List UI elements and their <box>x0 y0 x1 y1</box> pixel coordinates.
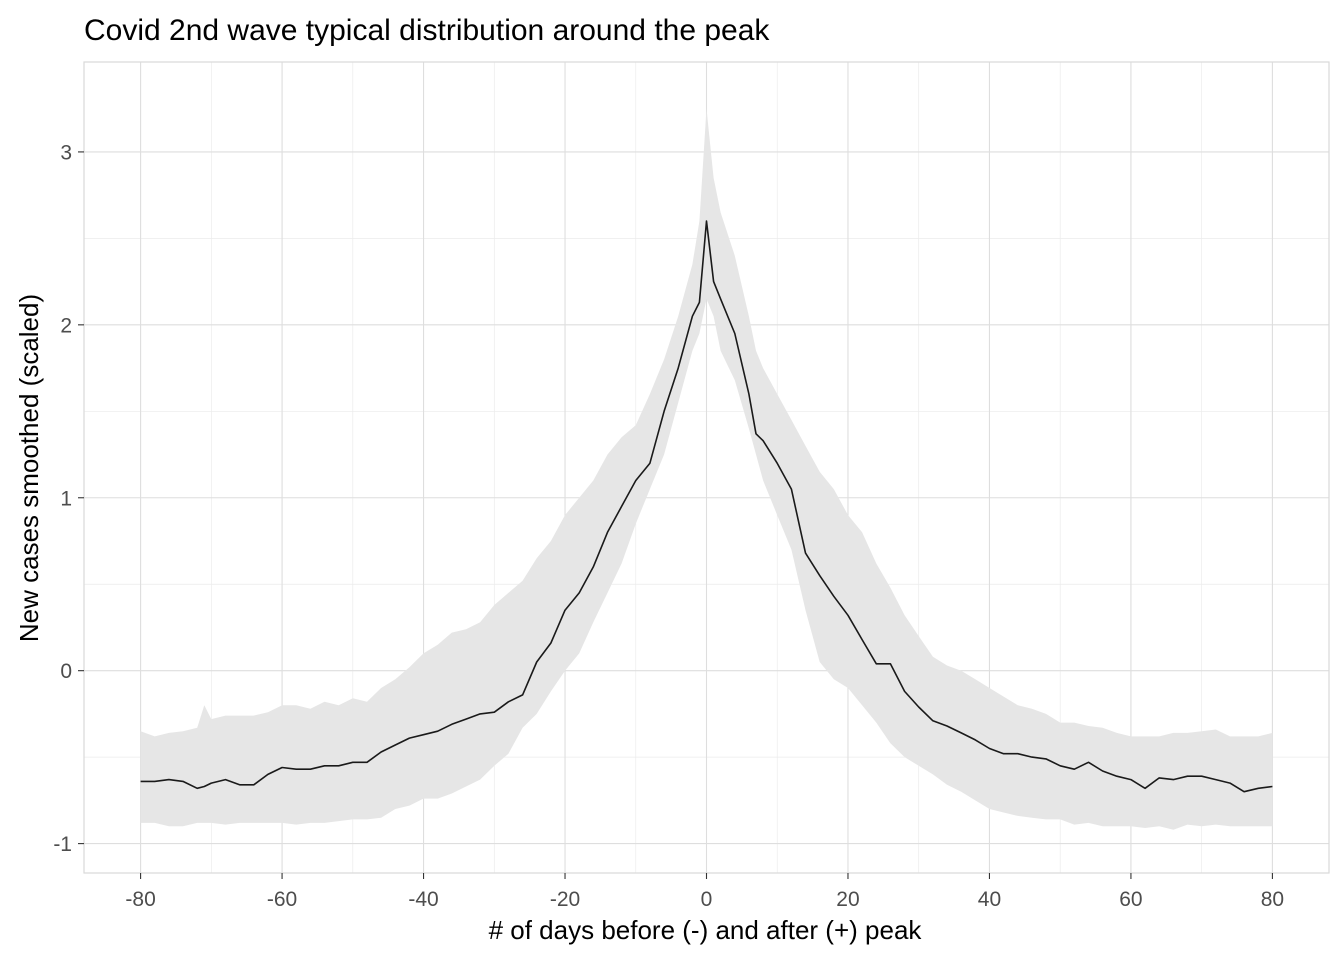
x-tick-label: -80 <box>125 888 155 911</box>
x-axis-title: # of days before (-) and after (+) peak <box>489 915 923 945</box>
x-tick-label: -20 <box>550 888 580 911</box>
x-tick-label: 80 <box>1261 888 1284 911</box>
x-axis: -80 -60 -40 -20 0 20 40 60 80 <box>125 873 1284 911</box>
confidence-band <box>140 108 1273 830</box>
x-tick-label: -60 <box>267 888 297 911</box>
x-tick-label: 0 <box>701 888 713 911</box>
y-tick-label: 1 <box>60 487 72 510</box>
x-tick-label: 20 <box>836 888 859 911</box>
plot-panel <box>83 61 1330 874</box>
x-tick-label: 60 <box>1119 888 1142 911</box>
y-tick-label: -1 <box>53 833 72 856</box>
y-axis-title: New cases smoothed (scaled) <box>14 294 44 642</box>
x-tick-label: 40 <box>978 888 1001 911</box>
x-tick-label: -40 <box>408 888 438 911</box>
y-tick-label: 2 <box>60 314 72 337</box>
y-tick-label: 3 <box>60 141 72 164</box>
chart-title: Covid 2nd wave typical distribution arou… <box>84 14 770 47</box>
series-line <box>140 220 1273 793</box>
y-tick-label: 0 <box>60 660 72 683</box>
y-axis: -1 0 1 2 3 <box>53 141 84 856</box>
